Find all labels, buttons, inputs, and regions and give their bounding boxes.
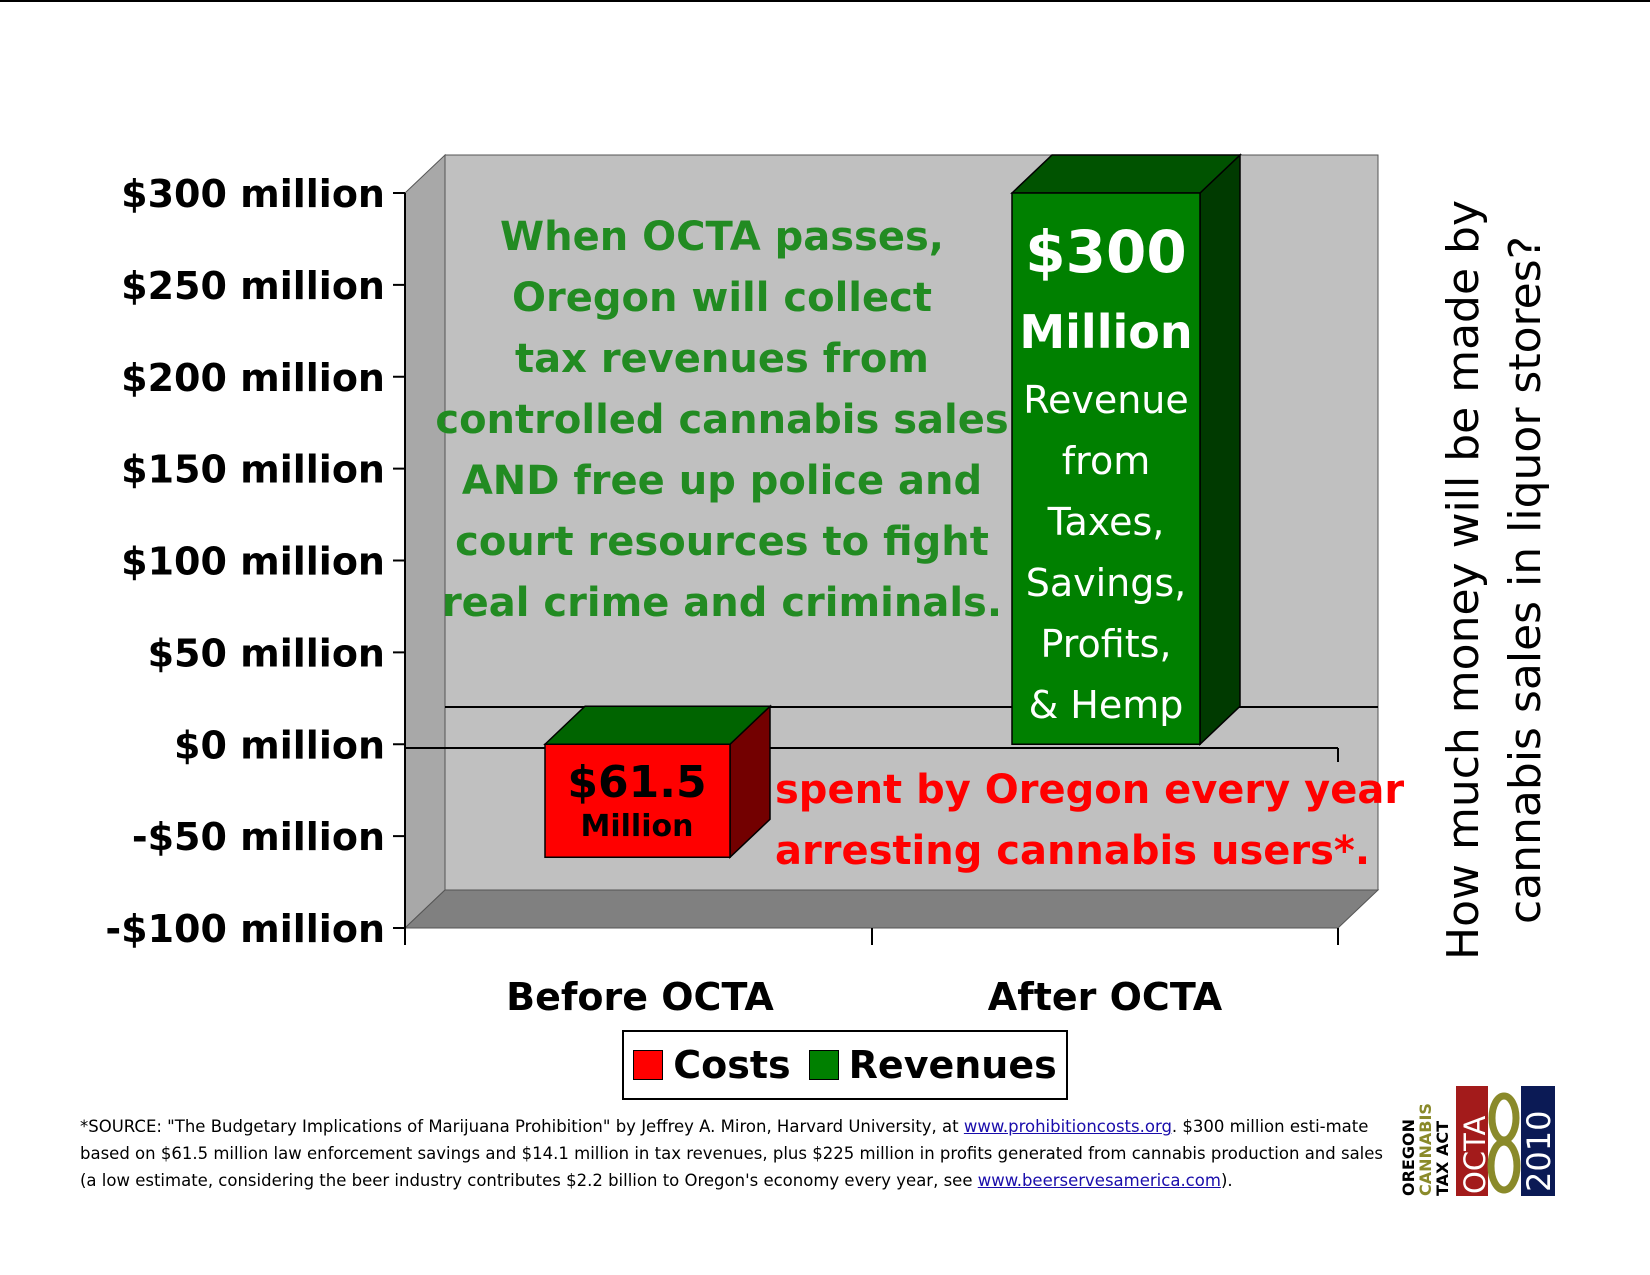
y-tick-label: $100 million xyxy=(121,540,385,584)
logo-octa-text: OCTA xyxy=(1458,1115,1492,1194)
octa-2010-logo: OREGON CANNABIS TAX ACT OCTA 2010 xyxy=(1399,1086,1558,1196)
revenues-bar-detail: Taxes, xyxy=(1047,500,1165,544)
bar-costs xyxy=(544,743,731,859)
logo-year-block xyxy=(1521,1086,1555,1196)
main-annotation-line: AND free up police and xyxy=(462,458,982,504)
revenues-bar-value: $300 xyxy=(1025,218,1186,286)
side-question-text: How much money will be made by cannabis … xyxy=(1438,200,1551,960)
main-annotation-line: real crime and criminals. xyxy=(442,580,1002,626)
main-annotation: When OCTA passes, Oregon will collect ta… xyxy=(435,214,1008,626)
y-tick-label: $50 million xyxy=(148,631,385,675)
legend-label-costs: Costs xyxy=(673,1043,791,1087)
main-annotation-line: When OCTA passes, xyxy=(500,214,944,260)
revenues-bar-detail: Revenue xyxy=(1023,378,1189,422)
legend-swatch-costs xyxy=(633,1050,664,1080)
x-tick-label-after: After OCTA xyxy=(988,975,1223,1019)
cost-annotation-line: arresting cannabis users*. xyxy=(775,828,1370,874)
logo-line-taxact: TAX ACT xyxy=(1433,1121,1452,1196)
bars-group xyxy=(543,153,1242,860)
legend-item-revenues: Revenues xyxy=(808,1043,1057,1087)
revenues-bar-detail: Profits, xyxy=(1041,622,1172,666)
prohibitioncosts-link[interactable]: www.prohibitioncosts.org xyxy=(963,1117,1172,1136)
footnote-text: ). xyxy=(1220,1171,1233,1190)
logo-eight-icon xyxy=(1487,1092,1521,1194)
cost-annotation-line: spent by Oregon every year xyxy=(775,767,1404,813)
logo-line-cannabis: CANNABIS xyxy=(1416,1103,1435,1196)
revenues-bar-detail: Savings, xyxy=(1026,561,1187,605)
main-annotation-line: controlled cannabis sales xyxy=(435,397,1008,443)
main-annotation-line: court resources to fight xyxy=(455,519,989,565)
x-tick-label-before: Before OCTA xyxy=(506,975,774,1019)
y-tick-label: $250 million xyxy=(121,264,385,308)
chart-floor xyxy=(403,889,1380,929)
main-annotation-line: tax revenues from xyxy=(515,336,929,382)
logo-octa-block xyxy=(1456,1086,1488,1196)
y-tick-label: -$50 million xyxy=(132,815,385,859)
source-footnote: *SOURCE: "The Budgetary Implications of … xyxy=(80,1113,1385,1194)
chart-side-wall xyxy=(404,153,446,930)
legend-item-costs: Costs xyxy=(633,1043,791,1087)
bar-revenues xyxy=(1011,192,1201,745)
side-question: How much money will be made by cannabis … xyxy=(1395,100,1595,1060)
legend-label-revenues: Revenues xyxy=(848,1043,1057,1087)
y-tick-label: $150 million xyxy=(121,448,385,492)
beerservesamerica-link[interactable]: www.beerservesamerica.com xyxy=(977,1171,1221,1190)
logo-line-oregon: OREGON xyxy=(1399,1119,1418,1196)
cost-annotation: spent by Oregon every year arresting can… xyxy=(775,767,1404,874)
y-tick-label: $200 million xyxy=(121,356,385,400)
bar-revenues-top xyxy=(1010,154,1242,194)
legend: Costs Revenues xyxy=(622,1030,1068,1100)
costs-bar-label: $61.5 Million xyxy=(567,757,706,844)
costs-bar-unit: Million xyxy=(581,809,694,844)
legend-swatch-revenues xyxy=(808,1050,839,1080)
bar-costs-top xyxy=(543,705,772,745)
y-tick-label: -$100 million xyxy=(105,907,385,951)
main-annotation-line: Oregon will collect xyxy=(512,275,932,321)
y-axis-ticks: $300 million $250 million $200 million $150… xyxy=(105,172,405,951)
y-tick-label: $300 million xyxy=(121,172,385,216)
logo-year-text: 2010 xyxy=(1520,1111,1558,1192)
footnote-text: *SOURCE: "The Budgetary Implications of … xyxy=(80,1117,964,1136)
revenues-bar-detail: from xyxy=(1062,439,1150,483)
revenues-bar-label: $300 Million Revenue from Taxes, Savings… xyxy=(1019,218,1192,727)
y-tick-label: $0 million xyxy=(174,723,385,767)
top-border-line xyxy=(0,0,1650,2)
costs-bar-value: $61.5 xyxy=(567,757,706,808)
revenues-bar-unit: Million xyxy=(1019,305,1192,359)
bar-revenues-side xyxy=(1199,153,1241,746)
revenues-bar-detail: & Hemp xyxy=(1029,683,1184,727)
footnote-text: . $300 million esti-mate based on $61.5 … xyxy=(80,1117,1384,1190)
